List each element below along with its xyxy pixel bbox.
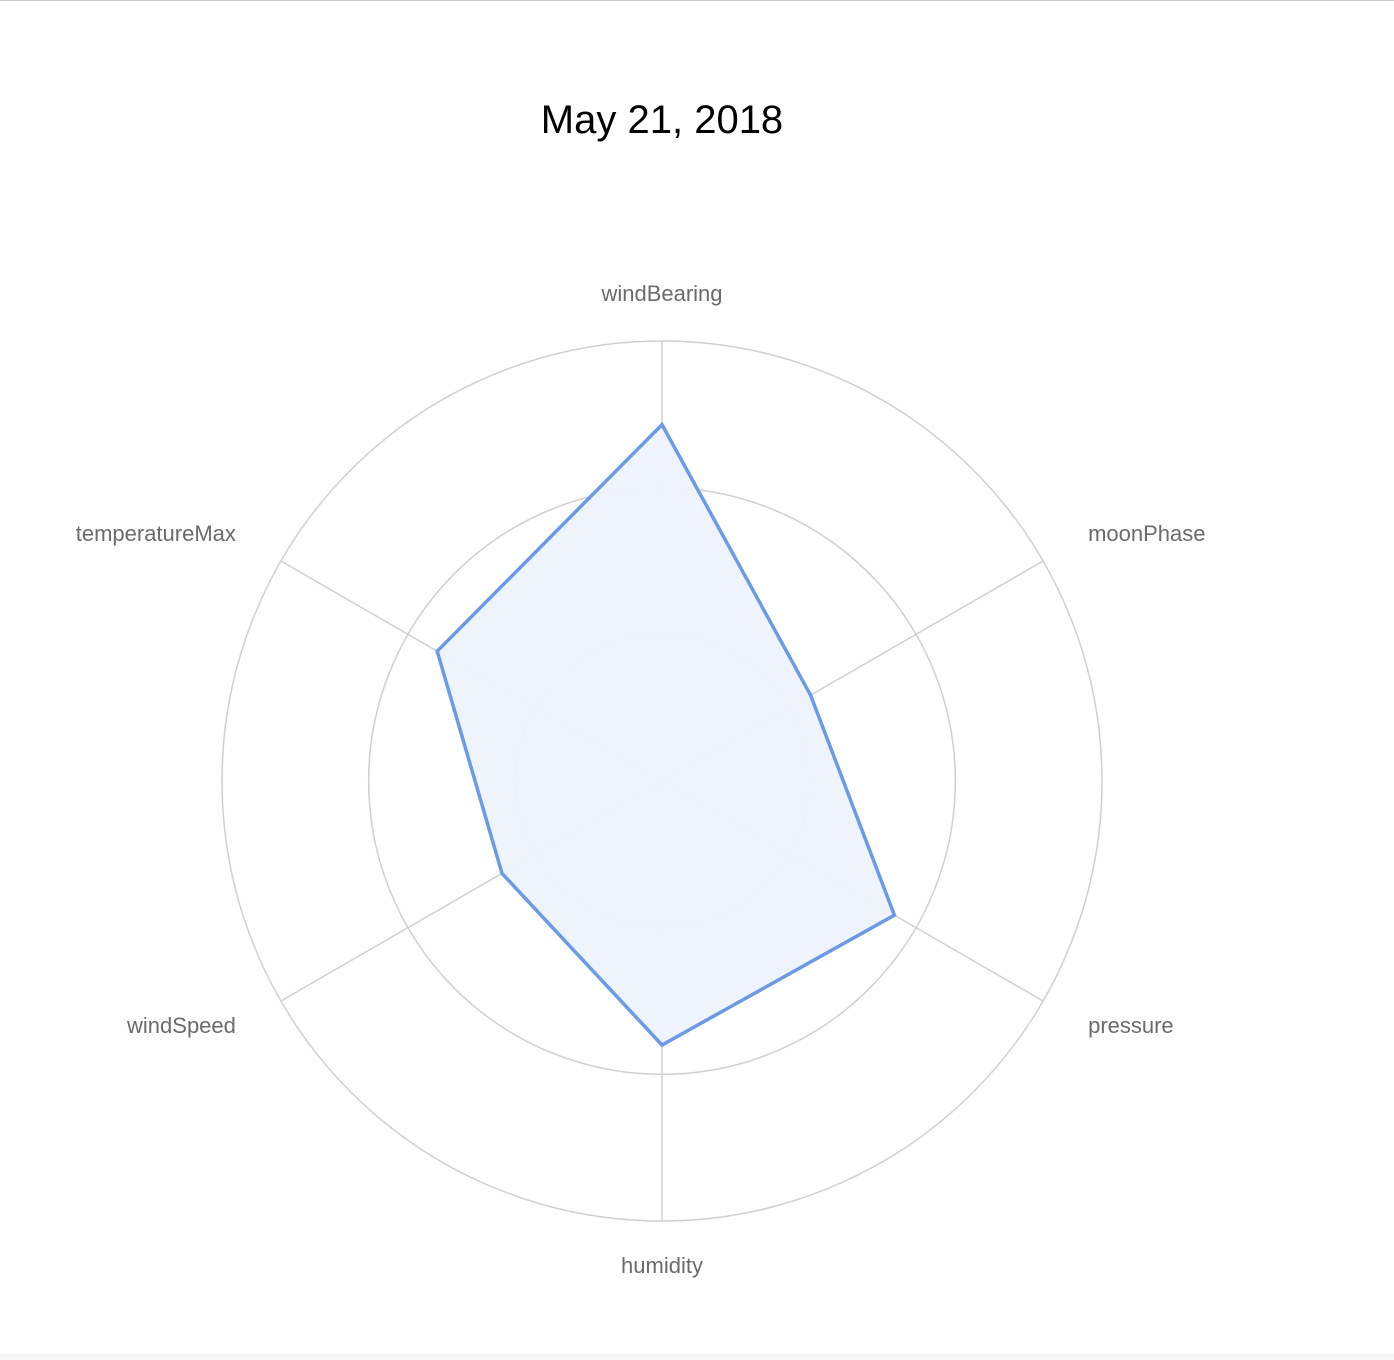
series-polygon-0 [435, 421, 897, 1048]
axis-label-moonPhase: moonPhase [1088, 521, 1205, 546]
series-layer [435, 421, 897, 1048]
chart-title: May 21, 2018 [540, 98, 784, 142]
axis-label-temperatureMax: temperatureMax [76, 521, 236, 546]
top-divider [0, 0, 1394, 1]
axis-label-humidity: humidity [621, 1253, 703, 1278]
axis-label-pressure: pressure [1088, 1013, 1174, 1038]
axis-labels: windBearing moonPhase pressure humidity wind… [76, 281, 1206, 1278]
bottom-strip [0, 1354, 1394, 1360]
axis-label-windBearing: windBearing [600, 281, 722, 306]
axis-label-windSpeed: windSpeed [126, 1013, 236, 1038]
